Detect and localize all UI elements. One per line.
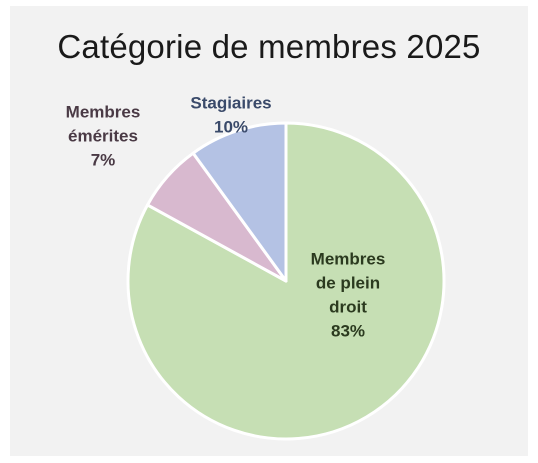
slice-name-label: de plein	[316, 273, 380, 292]
slice-label-1: Membres émérites 7%	[66, 102, 141, 169]
slice-value-label: 10%	[214, 117, 248, 136]
slice-value-label: 7%	[91, 150, 116, 169]
slice-name-label: Membres	[311, 249, 386, 268]
chart-title: Catégorie de membres 2025	[57, 28, 481, 65]
slice-name-label: Membres	[66, 102, 141, 121]
slice-label-2: Stagiaires 10%	[190, 93, 271, 136]
slice-name-label: émérites	[68, 126, 138, 145]
slice-name-label: droit	[329, 297, 367, 316]
slice-name-label: Stagiaires	[190, 93, 271, 112]
slice-label-0: Membres de plein droit 83%	[311, 249, 386, 340]
slice-value-label: 83%	[331, 321, 365, 340]
pie-slice-2	[191, 121, 288, 283]
